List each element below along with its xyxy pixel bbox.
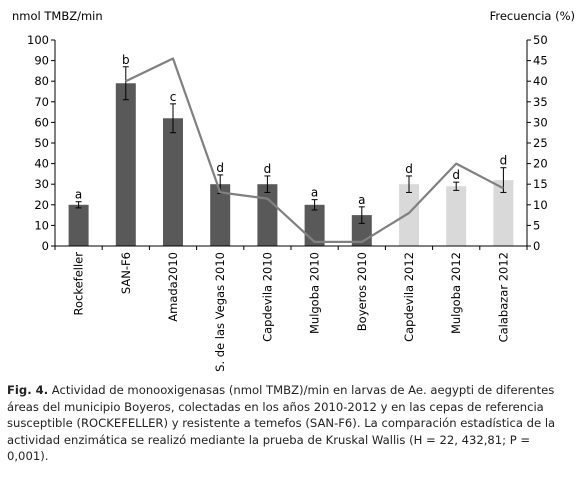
error-bars xyxy=(75,66,507,224)
axes xyxy=(51,39,531,250)
left-tick-label: 70 xyxy=(34,95,49,109)
significance-label: a xyxy=(75,188,82,202)
figure-caption: Fig. 4. Actividad de monooxigenasas (nmo… xyxy=(7,382,575,465)
bar xyxy=(115,83,136,246)
significance-label: d xyxy=(452,168,460,182)
significance-label: a xyxy=(358,193,365,207)
left-tick-label: 30 xyxy=(34,177,49,191)
chart: nmol TMBZ/min Frecuencia (%) a b c d d a a d d d 0… xyxy=(12,9,575,372)
caption-figure-label: Fig. 4. xyxy=(7,383,49,397)
left-tick-label: 40 xyxy=(34,157,49,171)
category-label: Rockefeller xyxy=(72,252,86,316)
right-tick-label: 10 xyxy=(533,198,548,212)
left-tick-label: 80 xyxy=(34,74,49,88)
category-label: Boyeros 2010 xyxy=(355,252,369,331)
left-tick-label: 90 xyxy=(34,54,49,68)
category-label: Mulgoba 2012 xyxy=(449,252,463,334)
left-tick-label: 50 xyxy=(34,136,49,150)
left-tick-label: 60 xyxy=(34,115,49,129)
significance-label: b xyxy=(122,53,130,67)
left-tick-label: 10 xyxy=(34,218,49,232)
right-tick-label: 5 xyxy=(533,218,540,232)
right-tick-label: 50 xyxy=(533,33,548,47)
labels: a b c d d a a d d d 0 10 20 30 40 50 60 70 80 90 100 0 5 10 15 20… xyxy=(27,33,548,372)
category-label: Capdevila 2010 xyxy=(260,252,274,342)
significance-label: c xyxy=(170,90,177,104)
right-tick-label: 40 xyxy=(533,74,548,88)
right-tick-label: 35 xyxy=(533,95,548,109)
frequency-line xyxy=(125,57,504,243)
left-tick-label: 20 xyxy=(34,198,49,212)
bar xyxy=(446,186,467,246)
right-tick-label: 45 xyxy=(533,54,548,68)
significance-label: d xyxy=(264,162,272,176)
bar xyxy=(210,184,231,246)
category-label: Mulgoba 2010 xyxy=(308,252,322,334)
right-tick-label: 15 xyxy=(533,177,548,191)
right-tick-label: 20 xyxy=(533,157,548,171)
bar xyxy=(304,204,325,246)
significance-label: a xyxy=(311,186,318,200)
right-tick-label: 25 xyxy=(533,136,548,150)
bar-series xyxy=(68,83,514,246)
right-tick-label: 30 xyxy=(533,115,548,129)
bar xyxy=(257,184,278,246)
category-label: Calabazar 2012 xyxy=(496,252,510,342)
significance-label: d xyxy=(500,154,508,168)
right-tick-label: 0 xyxy=(533,239,540,253)
frequency-line-series xyxy=(125,57,504,243)
left-axis-unit-label: nmol TMBZ/min xyxy=(12,9,103,23)
left-tick-label: 0 xyxy=(42,239,49,253)
caption-text: Actividad de monooxigenasas (nmol TMBZ)/… xyxy=(7,383,556,464)
bar xyxy=(493,180,514,246)
significance-label: d xyxy=(216,161,224,175)
significance-label: d xyxy=(405,162,413,176)
category-label: S. de las Vegas 2010 xyxy=(213,252,227,372)
right-axis-unit-label: Frecuencia (%) xyxy=(490,9,575,23)
bar xyxy=(399,184,419,246)
bar xyxy=(163,118,183,246)
category-label: SAN-F6 xyxy=(119,252,133,294)
category-label: Capdevila 2012 xyxy=(402,252,416,342)
bar xyxy=(68,204,89,246)
left-tick-label: 100 xyxy=(27,33,49,47)
category-label: Amada2010 xyxy=(166,252,180,322)
